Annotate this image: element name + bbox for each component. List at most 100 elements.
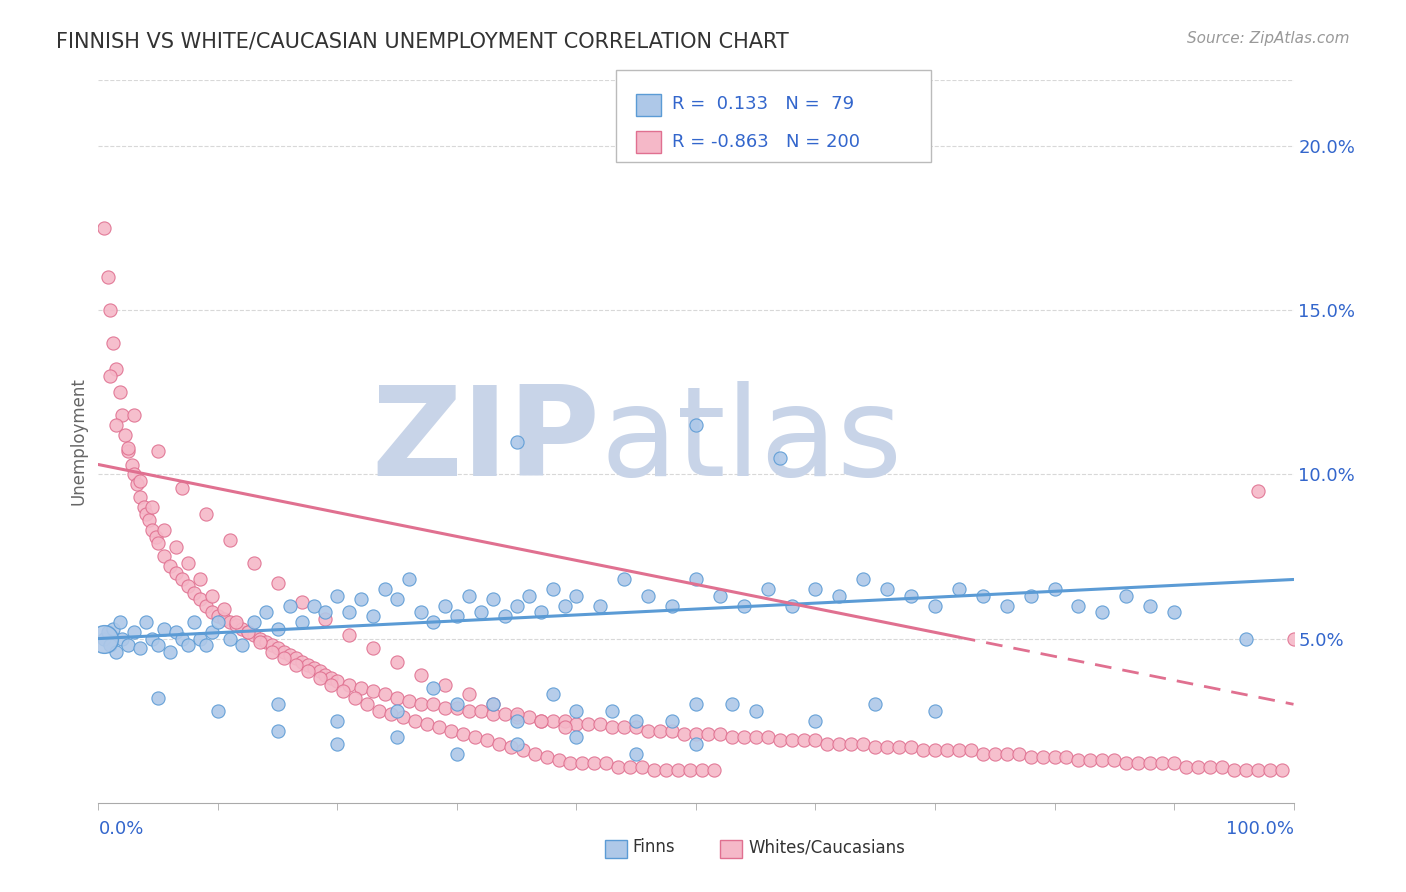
Point	[547, 753, 569, 767]
Point	[506, 714, 529, 728]
Point	[458, 589, 481, 603]
Point	[145, 530, 167, 544]
Point	[385, 690, 409, 705]
Point	[607, 760, 630, 774]
Point	[267, 641, 290, 656]
Point	[1128, 756, 1150, 771]
Point	[177, 556, 200, 570]
Point	[344, 690, 367, 705]
Point	[326, 737, 349, 751]
Point	[995, 599, 1018, 613]
Point	[339, 677, 361, 691]
Point	[458, 704, 481, 718]
Point	[121, 458, 143, 472]
Point	[661, 723, 683, 738]
Point	[249, 635, 271, 649]
Point	[745, 704, 768, 718]
Point	[643, 763, 665, 777]
Point	[356, 698, 378, 712]
Point	[506, 710, 529, 724]
Point	[446, 700, 468, 714]
Point	[188, 632, 211, 646]
Point	[745, 730, 768, 744]
Point	[159, 645, 181, 659]
Point	[541, 687, 564, 701]
Point	[114, 428, 136, 442]
Point	[1104, 753, 1126, 767]
Point	[243, 628, 266, 642]
Point	[398, 694, 420, 708]
Point	[129, 641, 152, 656]
Point	[655, 763, 678, 777]
Point	[172, 481, 194, 495]
Point	[876, 739, 898, 754]
Point	[1080, 753, 1102, 767]
Point	[195, 638, 218, 652]
Point	[440, 723, 463, 738]
Point	[619, 760, 641, 774]
Point	[685, 737, 707, 751]
Point	[536, 749, 558, 764]
Point	[666, 763, 689, 777]
Point	[315, 667, 337, 681]
Point	[374, 582, 396, 597]
Point	[148, 638, 170, 652]
Point	[494, 707, 516, 722]
Point	[284, 651, 307, 665]
Point	[236, 625, 259, 640]
Point	[1152, 756, 1174, 771]
Point	[148, 536, 170, 550]
Point	[565, 704, 588, 718]
Point	[129, 474, 152, 488]
Point	[1115, 756, 1137, 771]
Point	[709, 727, 731, 741]
Point	[565, 730, 588, 744]
Point	[243, 615, 266, 630]
Point	[138, 513, 160, 527]
Point	[481, 592, 505, 607]
Point	[613, 573, 636, 587]
Point	[267, 622, 290, 636]
Point	[475, 733, 498, 747]
Point	[273, 651, 295, 665]
Point	[254, 605, 277, 619]
Point	[900, 589, 922, 603]
Point	[124, 409, 146, 423]
Point	[302, 599, 325, 613]
Point	[1247, 763, 1270, 777]
Point	[451, 727, 474, 741]
Point	[602, 704, 624, 718]
Point	[756, 730, 779, 744]
Point	[177, 638, 200, 652]
Point	[690, 763, 713, 777]
Point	[153, 622, 176, 636]
Point	[1234, 763, 1257, 777]
Point	[602, 720, 624, 734]
Point	[321, 677, 343, 691]
Point	[125, 477, 148, 491]
Point	[972, 589, 994, 603]
Point	[249, 632, 271, 646]
Point	[117, 444, 139, 458]
Point	[350, 681, 373, 695]
Point	[948, 582, 970, 597]
Point	[108, 615, 131, 630]
Point	[201, 625, 224, 640]
Point	[434, 599, 457, 613]
Point	[434, 700, 457, 714]
Point	[411, 605, 433, 619]
Point	[302, 661, 325, 675]
Point	[499, 739, 522, 754]
Point	[117, 638, 139, 652]
Point	[172, 632, 194, 646]
Point	[804, 582, 827, 597]
Point	[363, 608, 385, 623]
Point	[852, 737, 875, 751]
Point	[571, 756, 593, 771]
Point	[385, 655, 409, 669]
Point	[183, 615, 205, 630]
Point	[780, 733, 803, 747]
Point	[97, 270, 120, 285]
Point	[494, 608, 516, 623]
Point	[385, 704, 409, 718]
